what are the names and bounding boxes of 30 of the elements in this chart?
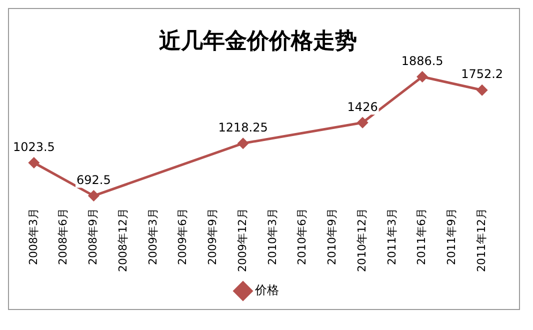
point (476, 84, 488, 96)
chart-title: 近几年金价价格走势 (158, 28, 357, 54)
x-tick-label: 2010年12月 (355, 208, 368, 272)
point (88, 190, 99, 202)
x-tick-label: 2011年9月 (445, 208, 458, 266)
x-tick-label: 2009年9月 (206, 208, 220, 266)
point (417, 71, 428, 82)
x-tick-label: 2010年3月 (266, 208, 279, 266)
data-label: 1218.25 (218, 120, 268, 134)
x-tick-label: 2011年3月 (385, 208, 398, 266)
x-tick-label: 2008年9月 (86, 208, 100, 266)
data-label: 1426 (347, 100, 378, 114)
data-label: 1886.5 (401, 54, 444, 68)
x-tick-label: 2009年3月 (146, 208, 160, 266)
x-tick-label: 2009年6月 (176, 208, 190, 266)
data-label: 1023.5 (12, 140, 55, 154)
x-tick-label: 2008年12月 (116, 208, 130, 272)
x-tick-label: 2011年12月 (474, 208, 488, 272)
data-label: 692.5 (76, 172, 111, 187)
data-label: 1752.2 (461, 67, 504, 82)
x-tick-label: 2011年6月 (415, 208, 428, 266)
legend-label: 价格 (254, 283, 279, 298)
point (28, 158, 40, 168)
x-tick-label: 2010年9月 (326, 208, 339, 266)
x-tick-label: 2010年6月 (296, 208, 309, 266)
x-tick-label: 2009年12月 (236, 208, 249, 272)
point (357, 117, 368, 128)
x-tick-label: 2008年6月 (56, 208, 70, 266)
point (238, 138, 248, 149)
x-tick-label: 2008年3月 (26, 208, 40, 266)
